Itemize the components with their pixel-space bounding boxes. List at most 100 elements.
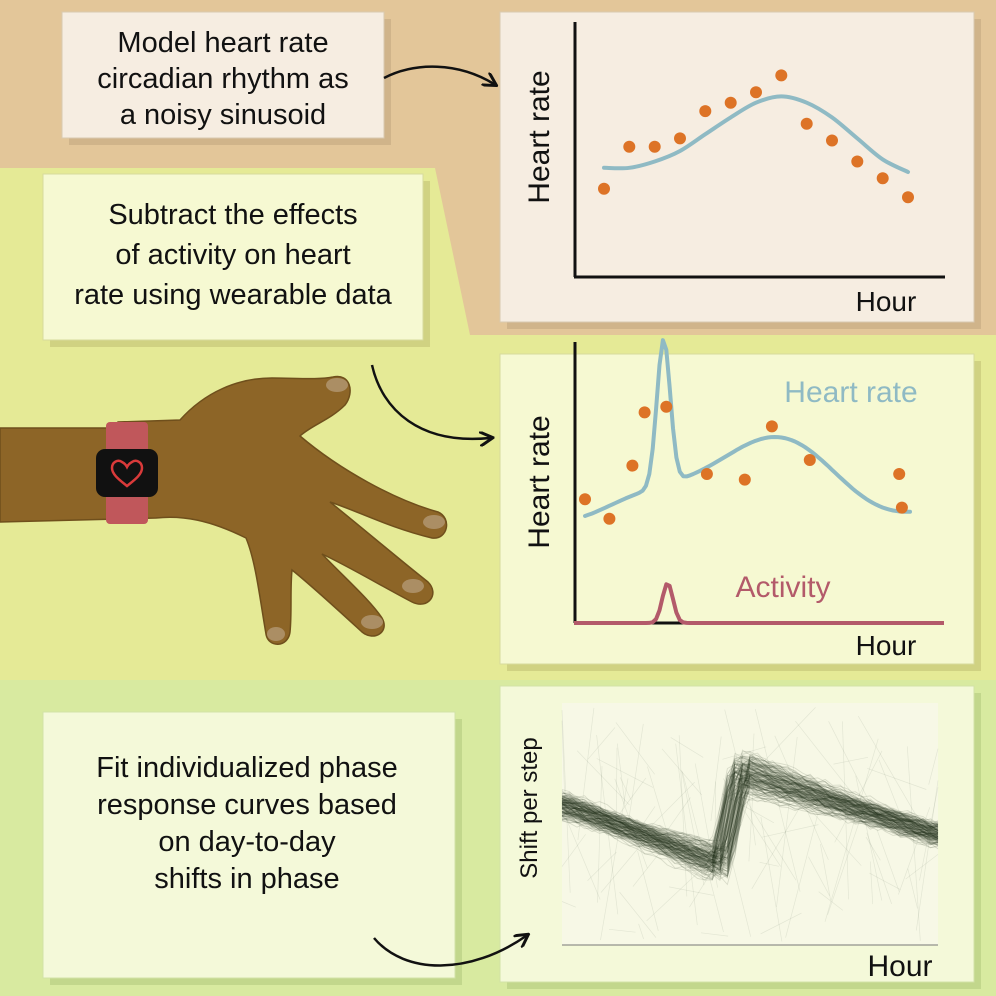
chart1-y-label: Heart rate xyxy=(523,70,556,203)
chart3-noise-line xyxy=(608,928,636,933)
chart3-response-curve xyxy=(561,772,939,863)
chart3-response-curve xyxy=(561,768,939,876)
chart3-response-curve xyxy=(561,766,939,864)
chart3-response-curve xyxy=(562,769,939,860)
chart3-response-curve xyxy=(561,771,939,866)
chart3-response-curve xyxy=(561,763,939,877)
chart3-response-curve xyxy=(561,772,939,881)
chart3-response-curve xyxy=(561,770,939,869)
chart3-response-curve xyxy=(561,777,939,842)
chart3-response-curve xyxy=(561,791,939,856)
chart3-response-curve xyxy=(561,760,939,862)
chart3-response-curve xyxy=(561,753,939,878)
chart3-response-curve xyxy=(561,770,939,872)
chart3-noise-line xyxy=(619,777,632,800)
chart3-response-curve xyxy=(561,794,939,860)
chart1-data-point xyxy=(851,155,864,168)
chart2-data-point xyxy=(700,468,713,480)
chart3-response-curve xyxy=(561,775,939,848)
chart3-response-curve xyxy=(561,764,939,866)
chart3-noise-line xyxy=(710,736,722,821)
chart1-x-label: Hour xyxy=(856,286,917,317)
chart3-response-curve xyxy=(561,789,939,856)
chart3-noise-line xyxy=(596,758,654,788)
chart3-response-curve xyxy=(561,762,939,858)
chart3-noise-line xyxy=(869,861,874,905)
chart3-response-curve xyxy=(561,789,939,859)
chart3-noise-line xyxy=(808,856,830,896)
chart1-data-point xyxy=(598,182,610,195)
step3-line-3: on day-to-day xyxy=(158,826,336,858)
chart2-data-point xyxy=(579,493,591,506)
chart3-noise-line xyxy=(632,806,656,840)
chart3-noise-line xyxy=(643,781,695,834)
chart3-noise-line xyxy=(842,721,849,900)
chart3-noise-line xyxy=(666,797,691,832)
chart3-noise-line xyxy=(818,891,844,911)
chart3-noise-line xyxy=(725,836,752,937)
chart3-noise-line xyxy=(616,743,626,805)
chart3-response-curve xyxy=(561,768,939,859)
chart3-response-curve xyxy=(561,763,939,863)
chart3-response-curve xyxy=(561,791,939,858)
step3-line-2: response curves based xyxy=(97,789,397,821)
chart3-response-curve xyxy=(561,791,939,864)
chart3-response-curve xyxy=(561,756,939,865)
chart3-noise-line xyxy=(857,715,916,814)
chart3-response-curve xyxy=(561,772,939,868)
chart3-noise-line xyxy=(600,778,629,941)
chart3-noise-line xyxy=(564,814,601,900)
chart3-noise-line xyxy=(905,854,939,880)
chart3-response-curve xyxy=(561,785,939,862)
chart1-data-point xyxy=(775,69,788,82)
chart3-response-curve xyxy=(561,774,939,873)
chart3-noise-line xyxy=(760,912,802,935)
chart1-fit-line xyxy=(602,94,910,174)
chart3-noise-line xyxy=(824,738,879,922)
chart3-noise-line xyxy=(681,771,724,933)
chart3-response-curve xyxy=(561,785,939,869)
chart3-noise-line xyxy=(776,736,798,907)
chart3-response-curve xyxy=(561,763,939,860)
chart3-response-curve xyxy=(561,796,939,861)
step3-card: Fit individualized phase response curves… xyxy=(42,711,462,985)
chart3-response-curve xyxy=(561,776,939,865)
chart3-response-curve xyxy=(561,774,939,866)
chart3-noise-line xyxy=(722,746,767,760)
chart3-response-curve xyxy=(561,761,939,872)
chart3-response-curve xyxy=(561,772,939,858)
chart3-response-curve xyxy=(561,749,939,867)
chart3-response-curve xyxy=(561,769,938,855)
chart3-noise-line xyxy=(587,727,616,760)
chart3-noise-line xyxy=(805,804,862,866)
chart3-noise-line xyxy=(785,815,818,938)
chart3-response-curve xyxy=(561,769,939,866)
watch-face xyxy=(96,449,158,497)
chart3-noise-line xyxy=(855,775,883,901)
chart3-response-curve xyxy=(561,764,939,878)
chart3-response-curve xyxy=(561,771,939,858)
chart3-response-curve xyxy=(561,782,939,873)
chart3-response-curve xyxy=(561,773,939,864)
chart3-response-curve xyxy=(562,776,939,859)
chart3-response-curve xyxy=(561,754,939,862)
chart3-response-curve xyxy=(561,777,939,865)
chart3-response-curve xyxy=(561,772,939,877)
chart3-noise-line xyxy=(675,743,698,926)
chart3-noise-line xyxy=(722,778,781,867)
chart3-response-curve xyxy=(561,772,939,853)
chart3-response-curve xyxy=(561,756,939,879)
chart3-response-curve xyxy=(561,775,939,876)
chart1-data-point xyxy=(699,105,712,118)
chart3-noise-line xyxy=(869,872,901,890)
step2-line-2: of activity on heart xyxy=(115,239,350,271)
chart3-noise-line xyxy=(714,781,716,865)
chart3-response-curve xyxy=(561,762,939,879)
step1-line-1: Model heart rate xyxy=(117,27,328,59)
chart3-response-curve xyxy=(561,763,939,871)
chart3-noise-line xyxy=(721,793,775,824)
chart3-response-curve xyxy=(561,784,939,856)
chart1-data-point xyxy=(674,132,686,145)
chart3-response-curve xyxy=(561,762,939,859)
chart3-noise-line xyxy=(833,756,869,765)
